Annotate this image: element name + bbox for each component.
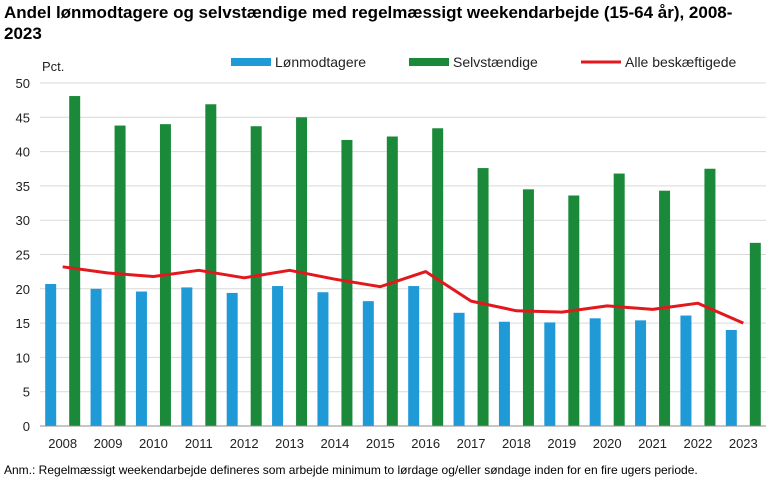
bar-selvstaendige bbox=[749, 242, 761, 426]
x-tick-label: 2012 bbox=[230, 436, 259, 451]
axes-group: 0 5 10 15 20 25 30 35 40 45 50 Pct. 2008 2009 2010 2011… bbox=[16, 59, 766, 451]
y-tick-label: 20 bbox=[16, 282, 30, 297]
bar-loenmodtagere bbox=[135, 291, 147, 426]
bar-selvstaendige bbox=[522, 189, 534, 426]
bar-loenmodtagere bbox=[362, 301, 374, 426]
y-tick-label: 45 bbox=[16, 110, 30, 125]
bar-selvstaendige bbox=[704, 168, 716, 426]
bar-loenmodtagere bbox=[544, 322, 556, 426]
y-tick-label: 5 bbox=[23, 385, 30, 400]
y-tick-label: 35 bbox=[16, 179, 30, 194]
x-tick-label: 2014 bbox=[320, 436, 349, 451]
x-tick-label: 2016 bbox=[411, 436, 440, 451]
y-tick-label: 50 bbox=[16, 76, 30, 91]
weekend-work-chart: 0 5 10 15 20 25 30 35 40 45 50 Pct. 2008 2009 2010 2011… bbox=[16, 54, 766, 451]
x-tick-label: 2023 bbox=[729, 436, 758, 451]
y-tick-label: 0 bbox=[23, 419, 30, 434]
bar-selvstaendige bbox=[432, 128, 444, 426]
y-tick-label: 15 bbox=[16, 316, 30, 331]
x-tick-label: 2013 bbox=[275, 436, 304, 451]
line-alle-beskaeftigede bbox=[62, 265, 744, 325]
bar-selvstaendige bbox=[477, 168, 489, 426]
bar-loenmodtagere bbox=[317, 292, 329, 426]
x-tick-label: 2015 bbox=[366, 436, 395, 451]
bar-loenmodtagere bbox=[453, 312, 465, 426]
bar-loenmodtagere bbox=[408, 286, 420, 426]
bar-selvstaendige bbox=[114, 125, 126, 427]
y-tick-label: 40 bbox=[16, 145, 30, 160]
bar-selvstaendige bbox=[205, 104, 217, 427]
bar-selvstaendige bbox=[613, 173, 625, 426]
line-series-group bbox=[62, 265, 744, 325]
legend-label: Lønmodtagere bbox=[275, 54, 366, 70]
legend-swatch bbox=[409, 58, 449, 66]
legend: Lønmodtagere Selvstændige Alle beskæftiged… bbox=[231, 54, 737, 70]
bar-loenmodtagere bbox=[635, 320, 647, 426]
x-tick-label: 2018 bbox=[502, 436, 531, 451]
y-axis-label: Pct. bbox=[42, 59, 64, 74]
y-tick-label: 30 bbox=[16, 213, 30, 228]
x-tick-label: 2021 bbox=[638, 436, 667, 451]
bar-loenmodtagere bbox=[45, 283, 57, 426]
legend-label: Selvstændige bbox=[453, 54, 538, 70]
x-tick-label: 2010 bbox=[139, 436, 168, 451]
x-tick-label: 2008 bbox=[48, 436, 77, 451]
bar-loenmodtagere bbox=[226, 292, 238, 426]
bar-selvstaendige bbox=[69, 96, 81, 426]
legend-swatch bbox=[231, 58, 271, 66]
bar-loenmodtagere bbox=[725, 329, 737, 426]
bar-loenmodtagere bbox=[680, 315, 692, 426]
legend-label: Alle beskæftigede bbox=[625, 54, 737, 70]
bar-loenmodtagere bbox=[90, 288, 102, 426]
bar-loenmodtagere bbox=[589, 318, 601, 426]
bars-group bbox=[45, 96, 761, 427]
footnote: Anm.: Regelmæssigt weekendarbejde define… bbox=[4, 463, 698, 477]
y-tick-label: 10 bbox=[16, 350, 30, 365]
x-tick-label: 2009 bbox=[94, 436, 123, 451]
x-tick-label: 2017 bbox=[457, 436, 486, 451]
bar-loenmodtagere bbox=[498, 321, 510, 426]
chart-title: Andel lønmodtagere og selvstændige med r… bbox=[4, 3, 733, 43]
x-tick-label: 2019 bbox=[547, 436, 576, 451]
y-tick-label: 25 bbox=[16, 248, 30, 263]
x-tick-label: 2020 bbox=[593, 436, 622, 451]
x-tick-label: 2011 bbox=[185, 436, 213, 451]
x-tick-label: 2022 bbox=[683, 436, 712, 451]
bar-selvstaendige bbox=[341, 139, 353, 427]
gridlines bbox=[40, 82, 766, 393]
bar-loenmodtagere bbox=[272, 286, 284, 426]
bar-loenmodtagere bbox=[181, 287, 193, 426]
